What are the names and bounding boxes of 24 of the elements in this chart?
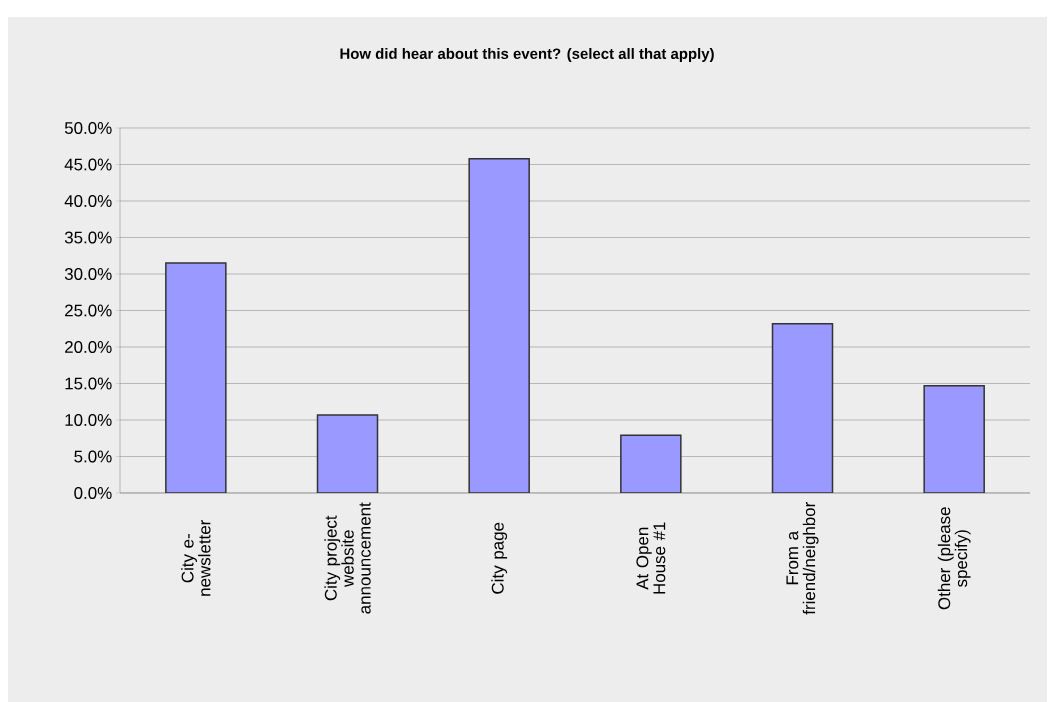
y-tick-label: 35.0%: [64, 231, 112, 244]
chart-title: How did hear about this event? (select all that apply): [340, 48, 714, 62]
x-tick-label: City project website announcement: [324, 502, 371, 614]
y-tick-label: 30.0%: [64, 267, 112, 280]
y-tick-label: 45.0%: [64, 158, 112, 171]
y-tick-label: 10.0%: [65, 413, 112, 426]
y-tick-label: 50.0%: [64, 121, 112, 134]
bar: [771, 322, 834, 493]
x-tick-label: Other (please specify): [937, 507, 971, 610]
bar: [468, 157, 530, 493]
y-tick-label: 0.0%: [74, 486, 112, 499]
bar: [923, 384, 985, 493]
bar: [620, 434, 682, 493]
y-tick-label: 25.0%: [65, 304, 112, 317]
y-tick-label: 40.0%: [64, 194, 112, 207]
y-tick-label: 20.0%: [65, 340, 112, 353]
bar: [316, 414, 379, 493]
x-tick-label: City page: [491, 522, 508, 594]
x-tick-label: City e-newsletter: [181, 519, 211, 596]
x-tick-label: At Open House #1: [636, 522, 666, 594]
y-tick-label: 5.0%: [74, 450, 112, 463]
y-tick-label: 15.0%: [65, 377, 112, 390]
bar: [165, 262, 227, 493]
x-tick-label: From a friend/neighbor: [786, 502, 819, 615]
